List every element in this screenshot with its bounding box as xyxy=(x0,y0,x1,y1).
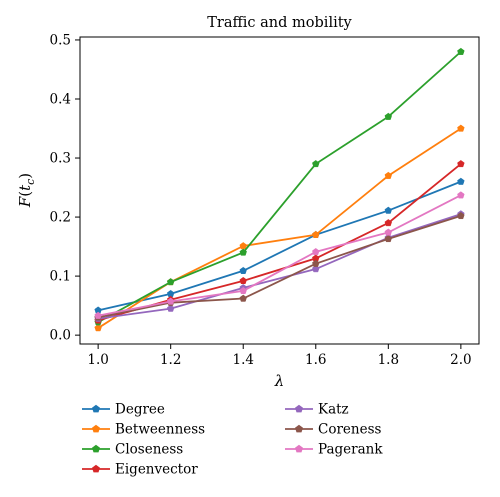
series-line-eigenvector xyxy=(97,163,462,322)
series-pagerank xyxy=(94,191,465,319)
plot-area xyxy=(79,36,480,345)
data-point-degree xyxy=(384,206,393,214)
series-line-katz xyxy=(98,213,462,320)
y-axis-label-main: F xyxy=(16,196,34,208)
legend-item-betweenness: Betweenness xyxy=(82,422,205,438)
data-point-pagerank xyxy=(384,228,393,236)
data-point-betweenness xyxy=(457,124,465,132)
y-axis-ticks: 0.0 0.1 0.2 0.3 0.4 0.5 xyxy=(50,32,80,344)
series-line-coreness xyxy=(97,215,462,319)
data-point-coreness xyxy=(384,235,393,243)
legend-item-katz: Katz xyxy=(285,402,349,418)
legend-label-betweenness: Betweenness xyxy=(115,422,205,438)
data-point-degree xyxy=(239,266,247,274)
data-point-katz xyxy=(166,304,175,312)
legend-item-coreness: Coreness xyxy=(285,422,382,438)
legend-marker-katz xyxy=(294,404,304,413)
data-point-katz xyxy=(312,265,320,273)
chart-title: Traffic and mobility xyxy=(207,15,352,31)
legend-item-closeness: Closeness xyxy=(82,442,183,458)
data-point-coreness xyxy=(312,259,320,267)
data-point-eigenvector xyxy=(457,160,465,168)
legend-item-eigenvector: Eigenvector xyxy=(82,462,198,478)
data-point-pagerank xyxy=(239,286,247,295)
data-point-betweenness xyxy=(312,230,320,238)
legend-item-degree: Degree xyxy=(82,402,165,418)
y-tick-label: 0.2 xyxy=(50,210,71,226)
y-tick-label: 0.3 xyxy=(50,151,71,167)
data-point-pagerank xyxy=(312,247,320,256)
legend-marker-degree xyxy=(91,404,101,413)
y-axis-label-sub: c xyxy=(24,179,37,185)
legend-label-eigenvector: Eigenvector xyxy=(115,462,198,478)
data-point-eigenvector xyxy=(239,276,247,284)
series-betweenness xyxy=(94,124,465,332)
data-point-betweenness xyxy=(239,242,247,250)
data-point-betweenness xyxy=(94,324,102,332)
data-point-degree xyxy=(457,177,465,185)
y-axis-label-open: ( xyxy=(16,191,34,197)
x-axis-ticks: 1.0 1.2 1.4 1.6 1.8 2.0 xyxy=(87,344,472,368)
data-point-pagerank xyxy=(457,191,465,199)
x-tick-label: 1.2 xyxy=(160,352,181,368)
y-axis-label: F(tc) xyxy=(16,173,37,208)
legend-label-closeness: Closeness xyxy=(115,442,183,458)
data-point-closeness xyxy=(166,278,175,286)
legend-label-katz: Katz xyxy=(318,402,349,418)
series-closeness xyxy=(94,47,465,326)
series-line-degree xyxy=(97,180,462,312)
x-tick-label: 1.6 xyxy=(305,352,326,368)
y-tick-label: 0.4 xyxy=(50,91,71,107)
x-tick-label: 1.0 xyxy=(87,352,108,368)
legend-marker-closeness xyxy=(91,444,101,453)
data-point-closeness xyxy=(239,248,247,256)
y-axis-label-close: ) xyxy=(16,173,34,179)
series-coreness xyxy=(94,211,465,321)
data-point-closeness xyxy=(457,47,465,55)
legend: Degree Betweenness Closeness Eigenvector Kat… xyxy=(82,402,383,478)
legend-label-coreness: Coreness xyxy=(318,422,382,438)
y-tick-label: 0.1 xyxy=(50,269,71,285)
y-tick-label: 0.5 xyxy=(50,32,71,48)
y-axis-label-t: t xyxy=(16,184,34,191)
y-tick-label: 0.0 xyxy=(50,328,71,344)
data-point-closeness xyxy=(384,112,393,120)
legend-item-pagerank: Pagerank xyxy=(285,442,383,458)
data-point-closeness xyxy=(312,160,320,168)
data-point-pagerank xyxy=(94,311,102,319)
legend-marker-pagerank xyxy=(294,444,304,453)
legend-marker-coreness xyxy=(294,424,304,433)
series-line-closeness xyxy=(97,51,462,323)
legend-marker-betweenness xyxy=(91,424,101,433)
data-point-coreness xyxy=(239,294,247,302)
series-line-pagerank xyxy=(97,194,462,317)
data-point-betweenness xyxy=(384,171,393,179)
data-point-pagerank xyxy=(166,297,175,305)
x-tick-label: 1.8 xyxy=(378,352,399,368)
data-point-degree xyxy=(166,289,175,297)
data-point-coreness xyxy=(457,211,465,220)
legend-marker-eigenvector xyxy=(91,464,101,473)
legend-label-degree: Degree xyxy=(115,402,165,418)
x-tick-label: 2.0 xyxy=(450,352,471,368)
data-point-eigenvector xyxy=(384,219,393,227)
x-tick-label: 1.4 xyxy=(232,352,253,368)
series-layer xyxy=(94,47,465,332)
legend-label-pagerank: Pagerank xyxy=(318,442,383,458)
x-axis-label: λ xyxy=(274,372,285,390)
